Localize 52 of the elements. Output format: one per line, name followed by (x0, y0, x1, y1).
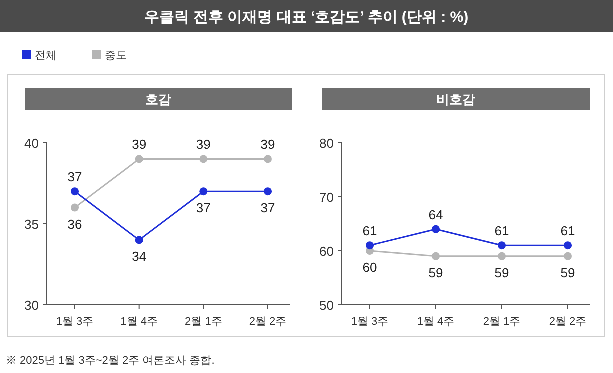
point (432, 252, 440, 260)
point (71, 204, 79, 212)
y-tick-label: 80 (320, 136, 334, 151)
point (135, 155, 144, 164)
x-tick-label: 1월 3주 (351, 316, 389, 328)
point (200, 155, 208, 164)
data-label: 59 (494, 265, 510, 280)
text: ※ 2025년 1월 3주~2월 2주 여론조사 종합. (6, 355, 215, 367)
point (135, 236, 144, 244)
data-label: 60 (362, 260, 378, 275)
chart-subtitle: 비호감 (436, 92, 476, 107)
data-label: 34 (132, 249, 147, 264)
x-tick-label: 1월 4주 (417, 316, 455, 328)
point (200, 188, 208, 196)
x-tick-label: 1월 3주 (56, 316, 94, 328)
data-label: 37 (68, 170, 82, 185)
chart-title: 우클릭 전후 이재명 대표 ‘호감도’ 추이 (단위 : %) (144, 9, 469, 26)
x-tick-label: 2월 2주 (249, 316, 287, 328)
chart-subtitle: 호감 (146, 92, 172, 107)
y-tick-label: 40 (24, 136, 39, 151)
point (564, 242, 572, 250)
data-label: 59 (560, 265, 576, 280)
point (71, 188, 79, 196)
x-tick-label: 2월 1주 (185, 316, 222, 328)
data-label: 36 (68, 216, 82, 232)
x-tick-label: 1월 4주 (120, 316, 158, 328)
point (564, 252, 572, 260)
data-label: 61 (494, 224, 510, 239)
point (498, 242, 506, 250)
point (432, 225, 440, 234)
x-tick-label: 2월 2주 (549, 316, 587, 328)
data-label: 37 (260, 200, 276, 216)
legend-label: 전체 (35, 50, 57, 62)
data-label: 39 (260, 137, 276, 152)
x-tick-label: 2월 1주 (483, 316, 521, 328)
point (264, 188, 272, 196)
legend-label: 중도 (105, 50, 127, 62)
y-tick-label: 70 (320, 190, 334, 205)
data-label: 59 (428, 265, 444, 280)
data-label: 64 (428, 207, 444, 222)
point (264, 155, 272, 164)
y-tick-label: 50 (320, 298, 334, 313)
y-tick-label: 60 (320, 244, 334, 259)
point (498, 252, 506, 260)
data-label: 61 (362, 224, 378, 239)
data-label: 61 (560, 224, 576, 239)
data-label: 39 (196, 137, 211, 152)
data-label: 37 (196, 200, 211, 216)
y-tick-label: 30 (24, 298, 39, 313)
data-label: 39 (132, 137, 147, 152)
y-tick-label: 35 (24, 217, 39, 232)
point (366, 242, 374, 250)
